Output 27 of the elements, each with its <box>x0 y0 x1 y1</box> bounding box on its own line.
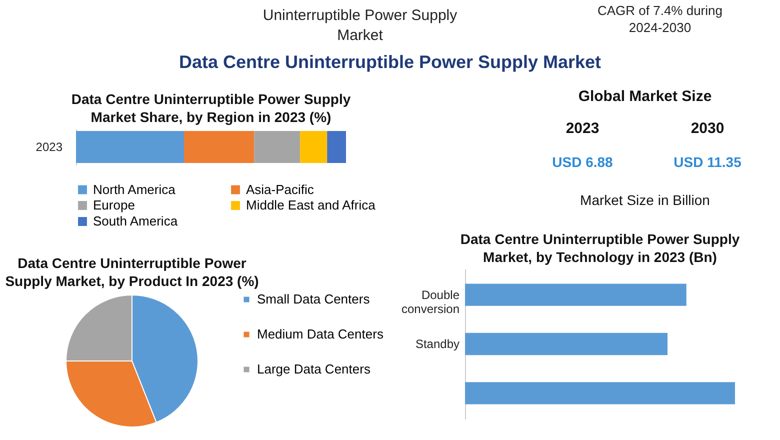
text: USD 11.35 <box>672 154 742 170</box>
bar <box>327 131 346 163</box>
text: 2023 <box>564 120 600 137</box>
legend-label: Middle East and Africa <box>246 198 376 212</box>
text: USD 6.88 <box>551 154 614 170</box>
text: Market Size in Billion <box>579 192 711 208</box>
legend-label: Large Data Centers <box>257 362 371 376</box>
text: Data Centre Uninterruptible Power Supply Market <box>178 52 602 73</box>
legend-label: North America <box>93 182 176 197</box>
chart-title: Data Centre Uninterruptible Power Supply Market Share, by Region in 2023 (%) <box>71 91 351 125</box>
text: Global Market Size <box>577 88 713 105</box>
chart-title: Data Centre Uninterruptible Power Supply Market, by Technology in 2023 (Bn) <box>460 231 740 265</box>
text: Uninterruptible Power Supply Market <box>262 6 458 46</box>
legend-label: Small Data Centers <box>257 292 370 306</box>
y-tick-label: Double conversion <box>401 288 460 316</box>
text: CAGR of 7.4% during 2024-2030 <box>596 2 724 36</box>
bar <box>254 131 300 163</box>
chart-title: Data Centre Uninterruptible Power Supply Market, by Product In 2023 (%) <box>5 255 259 289</box>
text: 2030 <box>690 120 726 137</box>
legend-label: Medium Data Centers <box>257 326 384 342</box>
legend-label: Europe <box>93 198 135 212</box>
legend-label: Asia-Pacific <box>246 182 314 197</box>
bar <box>184 131 254 163</box>
bar <box>300 131 328 163</box>
legend-label: South America <box>93 214 178 228</box>
bar <box>76 131 184 163</box>
y-tick-label: Standby <box>415 337 460 351</box>
